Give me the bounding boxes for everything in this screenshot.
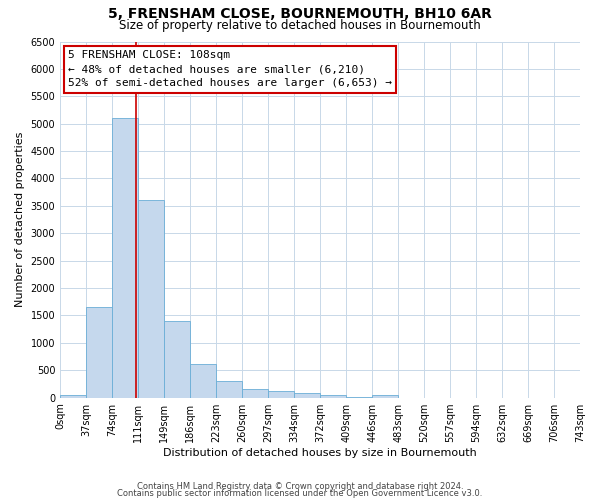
Bar xyxy=(294,393,320,398)
Bar xyxy=(138,200,164,398)
Bar xyxy=(346,397,372,398)
Bar xyxy=(268,391,294,398)
Bar xyxy=(320,396,346,398)
Bar xyxy=(112,118,138,398)
X-axis label: Distribution of detached houses by size in Bournemouth: Distribution of detached houses by size … xyxy=(163,448,477,458)
Text: 5, FRENSHAM CLOSE, BOURNEMOUTH, BH10 6AR: 5, FRENSHAM CLOSE, BOURNEMOUTH, BH10 6AR xyxy=(108,8,492,22)
Bar xyxy=(372,395,398,398)
Text: 5 FRENSHAM CLOSE: 108sqm
← 48% of detached houses are smaller (6,210)
52% of sem: 5 FRENSHAM CLOSE: 108sqm ← 48% of detach… xyxy=(68,50,392,88)
Bar xyxy=(60,395,86,398)
Text: Contains public sector information licensed under the Open Government Licence v3: Contains public sector information licen… xyxy=(118,488,482,498)
Bar xyxy=(86,307,112,398)
Text: Size of property relative to detached houses in Bournemouth: Size of property relative to detached ho… xyxy=(119,18,481,32)
Bar xyxy=(164,321,190,398)
Text: Contains HM Land Registry data © Crown copyright and database right 2024.: Contains HM Land Registry data © Crown c… xyxy=(137,482,463,491)
Bar xyxy=(216,381,242,398)
Bar xyxy=(242,390,268,398)
Y-axis label: Number of detached properties: Number of detached properties xyxy=(15,132,25,307)
Bar xyxy=(190,364,216,398)
